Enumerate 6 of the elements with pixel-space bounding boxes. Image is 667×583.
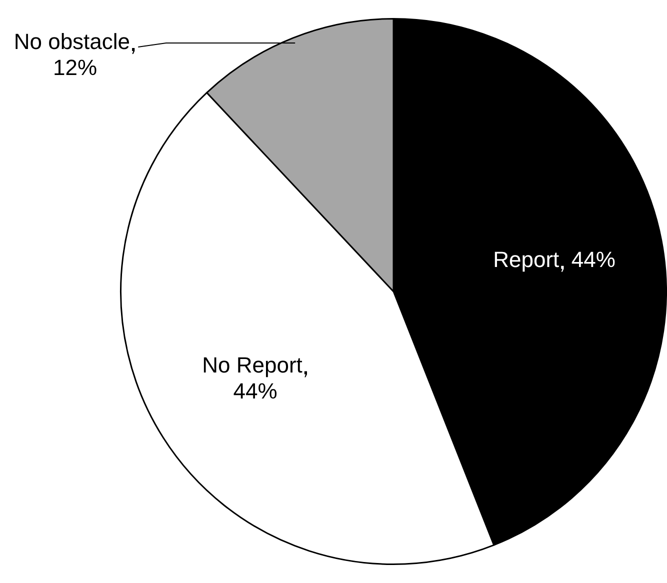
slice-label: No obstacle xyxy=(14,29,130,54)
data-label: 44% xyxy=(571,246,616,272)
data-label: 12% xyxy=(52,55,98,80)
legend-label: No Report xyxy=(202,352,302,378)
data-label: 44% xyxy=(233,378,278,404)
slice-label: Report xyxy=(493,246,560,272)
